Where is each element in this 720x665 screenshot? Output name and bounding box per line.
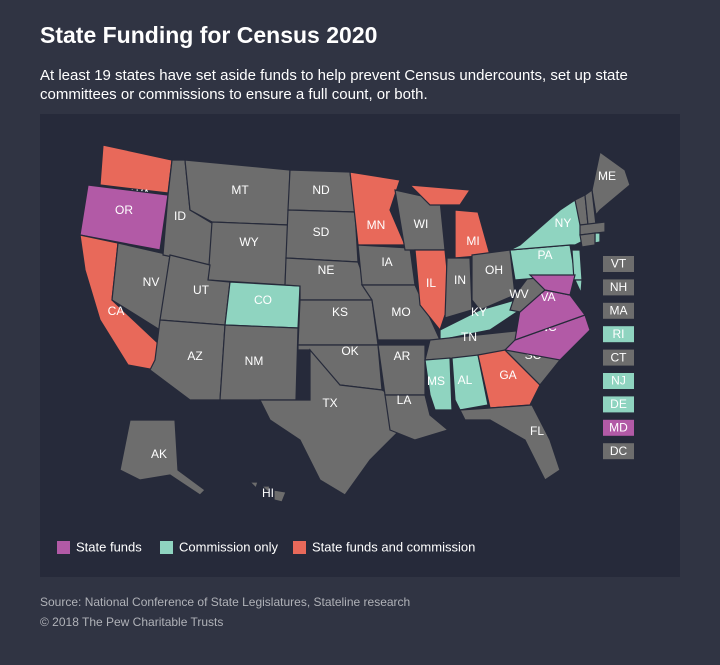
state-label: MI [466,234,479,248]
legend-label: Commission only [179,539,278,554]
state-label: TN [461,330,477,344]
state-label: ND [312,183,330,197]
state-label: AR [394,349,411,363]
state-label: MS [427,374,445,388]
state-label: OH [485,263,503,277]
state-label: MT [231,183,249,197]
state-label: CT [611,350,628,364]
state-label: LA [397,393,412,407]
state-label: WI [414,217,429,231]
state-label: VT [611,257,627,271]
state-label: KS [332,305,348,319]
legend-label: State funds and commission [312,539,475,554]
legend-swatch [160,541,173,554]
state-shape [591,150,631,217]
state-shape [471,249,516,311]
state-label: DC [610,444,628,458]
subtitle: At least 19 states have set aside funds … [40,67,628,103]
legend-label: State funds [76,539,142,554]
state-shape [79,184,169,251]
state-label: KY [471,305,487,319]
state-label: OR [115,203,133,217]
state-label: FL [530,424,544,438]
title: State Funding for Census 2020 [40,22,378,48]
state-label: PA [537,248,552,262]
state-label: DE [610,397,627,411]
state-label: GA [499,368,516,382]
state-label: NE [318,263,335,277]
state-box [603,256,634,272]
state-box [603,302,634,319]
state-shape [574,279,583,296]
state-shape [384,394,450,441]
state-label: OK [341,344,358,358]
state-label: NY [555,216,572,230]
state-shape [579,221,606,236]
state-shape [424,357,453,411]
state-shape [477,349,541,409]
state-shape [459,404,561,481]
state-shape [349,171,406,246]
state-label: IN [454,273,466,287]
state-label: TX [322,396,337,410]
state-label: NJ [611,374,626,388]
state-label: WY [239,235,258,249]
state-label: ID [174,209,186,223]
state-label: SD [313,225,330,239]
state-label: UT [193,283,210,297]
state-label: IA [381,255,392,269]
state-shape [119,419,206,496]
state-box [603,373,634,389]
state-label: CA [108,304,125,318]
state-label: ME [598,169,616,183]
state-shape [579,232,596,248]
state-box [603,396,634,413]
legend-swatch [293,541,306,554]
source: Source: National Conference of State Leg… [40,595,411,609]
state-shape [273,489,287,503]
state-label: AL [458,373,473,387]
state-shape [207,221,289,286]
map: WAORCANVIDMTWYUTAZCONMNDSDNEKSOKTXMNIAMO… [57,145,634,555]
state-label: AK [151,447,167,461]
state-label: RI [613,327,625,341]
state-shape [260,485,271,494]
state-label: MA [610,303,628,317]
state-shape [444,257,473,319]
state-label: CO [254,293,272,307]
state-label: AZ [187,349,202,363]
state-label: WV [509,287,528,301]
state-shape [408,184,472,206]
legend-swatch [57,541,70,554]
state-shape [528,274,576,296]
state-shape [248,481,259,490]
state-label: MO [391,305,410,319]
state-box [603,326,634,343]
state-shape [594,232,601,244]
state-label: NM [245,354,264,368]
state-box [603,419,634,436]
state-label: VA [540,290,555,304]
state-box [603,443,634,460]
state-label: MN [367,218,386,232]
copyright: © 2018 The Pew Charitable Trusts [40,615,224,629]
state-label: NH [610,280,627,294]
state-box [603,279,634,296]
state-shape [259,348,406,496]
state-shape [509,199,586,251]
state-box [603,349,634,366]
state-label: HI [262,486,274,500]
state-label: NV [143,275,160,289]
state-label: MD [609,420,628,434]
state-shape [451,354,489,411]
state-label: IL [426,276,436,290]
